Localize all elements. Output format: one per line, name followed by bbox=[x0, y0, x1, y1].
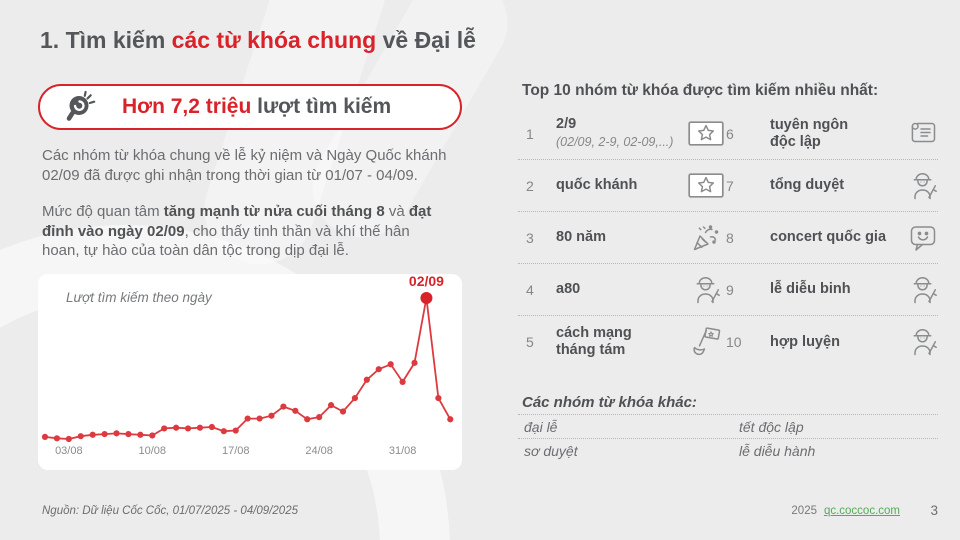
svg-text:10/08: 10/08 bbox=[139, 445, 167, 457]
intro-paragraph-2-part: Mức độ quan tâm bbox=[42, 203, 164, 220]
intro-paragraph-2: Mức độ quan tâm tăng mạnh từ nửa cuối th… bbox=[42, 202, 438, 261]
top10-keyword: hợp luyện bbox=[770, 333, 840, 350]
footer-link[interactable]: qc.coccoc.com bbox=[823, 505, 900, 517]
hand-flag-icon bbox=[686, 326, 726, 358]
other-keyword: sơ duyệt bbox=[524, 442, 578, 459]
intro-paragraph-2-part: tăng mạnh từ nửa cuối tháng 8 bbox=[163, 203, 385, 220]
other-keywords-row: sơ duyệt lễ diễu hành bbox=[518, 438, 938, 462]
other-keyword: tết độc lập bbox=[739, 418, 804, 435]
top10-rank: 3 bbox=[526, 229, 534, 246]
svg-text:31/08: 31/08 bbox=[389, 445, 417, 457]
svg-text:17/08: 17/08 bbox=[222, 445, 250, 457]
top10-keyword: quốc khánh bbox=[556, 177, 638, 193]
top10-keyword: 2/9 (02/09, 2-9, 02-09,...) bbox=[556, 116, 686, 151]
top10-heading: Top 10 nhóm từ khóa được tìm kiếm nhiều … bbox=[522, 82, 879, 99]
top10-keyword: concert quốc gia bbox=[770, 229, 887, 245]
intro-paragraph-2-part: và bbox=[384, 203, 409, 220]
chart-title: Lượt tìm kiếm theo ngày bbox=[66, 290, 212, 305]
top10-rank: 10 bbox=[726, 334, 742, 350]
top10-keyword: tổng duyệt bbox=[770, 177, 845, 193]
scroll-icon bbox=[900, 118, 946, 150]
page-title: 1. Tìm kiếm các từ khóa chung về Đại lễ bbox=[40, 27, 476, 53]
soldier-icon bbox=[686, 273, 726, 307]
footer-year: 2025 bbox=[791, 505, 817, 517]
top10-rank: 9 bbox=[726, 281, 734, 298]
top10-keyword: 80 năm bbox=[556, 229, 606, 245]
intro-paragraph-2-part: , cho thấy tinh thần và khí thế hân hoan… bbox=[42, 222, 410, 260]
chat-smiley-icon bbox=[900, 222, 946, 254]
flag-star-icon bbox=[686, 121, 726, 146]
top10-row: 4 a80 9 lễ diễu binh bbox=[518, 264, 938, 316]
top10-list: 1 2/9 (02/09, 2-9, 02-09,...) 6 tuyên ngôn đ… bbox=[518, 108, 938, 368]
top10-keyword: cách mạng tháng tám bbox=[556, 325, 632, 358]
source-note: Nguồn: Dữ liệu Cốc Cốc, 01/07/2025 - 04/… bbox=[42, 505, 298, 517]
page-number: 3 bbox=[930, 503, 938, 518]
top10-rank: 1 bbox=[526, 125, 534, 142]
top10-keyword: a80 bbox=[556, 281, 581, 297]
top10-keyword: tuyên ngôn độc lập bbox=[770, 116, 849, 150]
top10-row: 5 cách mạng tháng tám 10 hợp luyện bbox=[518, 316, 938, 368]
top10-rank: 5 bbox=[526, 334, 534, 350]
top10-rank: 8 bbox=[726, 229, 734, 246]
top10-row: 1 2/9 (02/09, 2-9, 02-09,...) 6 tuyên ngôn đ… bbox=[518, 108, 938, 160]
others-heading: Các nhóm từ khóa khác: bbox=[522, 394, 697, 411]
top10-keyword-variants: (02/09, 2-9, 02-09,...) bbox=[556, 135, 674, 149]
others-table: đại lễ tết độc lập sơ duyệt lễ diễu hành bbox=[518, 414, 938, 462]
svg-text:24/08: 24/08 bbox=[305, 445, 333, 457]
other-keyword: đại lễ bbox=[524, 418, 558, 435]
search-trend-chart: 03/08 10/08 17/08 24/08 31/08 02/09 Lượt tìm … bbox=[38, 274, 462, 470]
flag-star-icon bbox=[686, 173, 726, 198]
top10-rank: 6 bbox=[726, 125, 734, 142]
badge-text: Hơn 7,2 triệu lượt tìm kiếm bbox=[122, 95, 392, 118]
soldier-icon bbox=[900, 169, 946, 203]
intro-paragraph-1: Các nhóm từ khóa chung về lễ kỷ niệm và … bbox=[42, 147, 447, 184]
top10-keyword: lễ diễu binh bbox=[770, 281, 851, 297]
svg-text:03/08: 03/08 bbox=[55, 445, 83, 457]
fireworks-icon bbox=[686, 222, 726, 254]
soldier-icon bbox=[900, 273, 946, 307]
other-keyword: lễ diễu hành bbox=[739, 442, 816, 459]
top10-rank: 2 bbox=[526, 177, 534, 194]
coccoc-logo-icon bbox=[64, 90, 98, 124]
soldier-icon bbox=[900, 325, 946, 359]
top10-row: 2 quốc khánh 7 tổng duyệt bbox=[518, 160, 938, 212]
search-count-badge: Hơn 7,2 triệu lượt tìm kiếm bbox=[38, 84, 462, 130]
top10-rank: 4 bbox=[526, 281, 534, 298]
svg-text:02/09: 02/09 bbox=[409, 274, 444, 289]
intro-paragraph-2-part: đạt đỉnh vào ngày 02/09 bbox=[42, 203, 432, 240]
other-keywords-row: đại lễ tết độc lập bbox=[518, 414, 938, 438]
line-chart: 03/08 10/08 17/08 24/08 31/08 02/09 bbox=[41, 274, 454, 457]
top10-row: 3 80 năm 8 concert quốc gia bbox=[518, 212, 938, 264]
top10-rank: 7 bbox=[726, 177, 734, 194]
